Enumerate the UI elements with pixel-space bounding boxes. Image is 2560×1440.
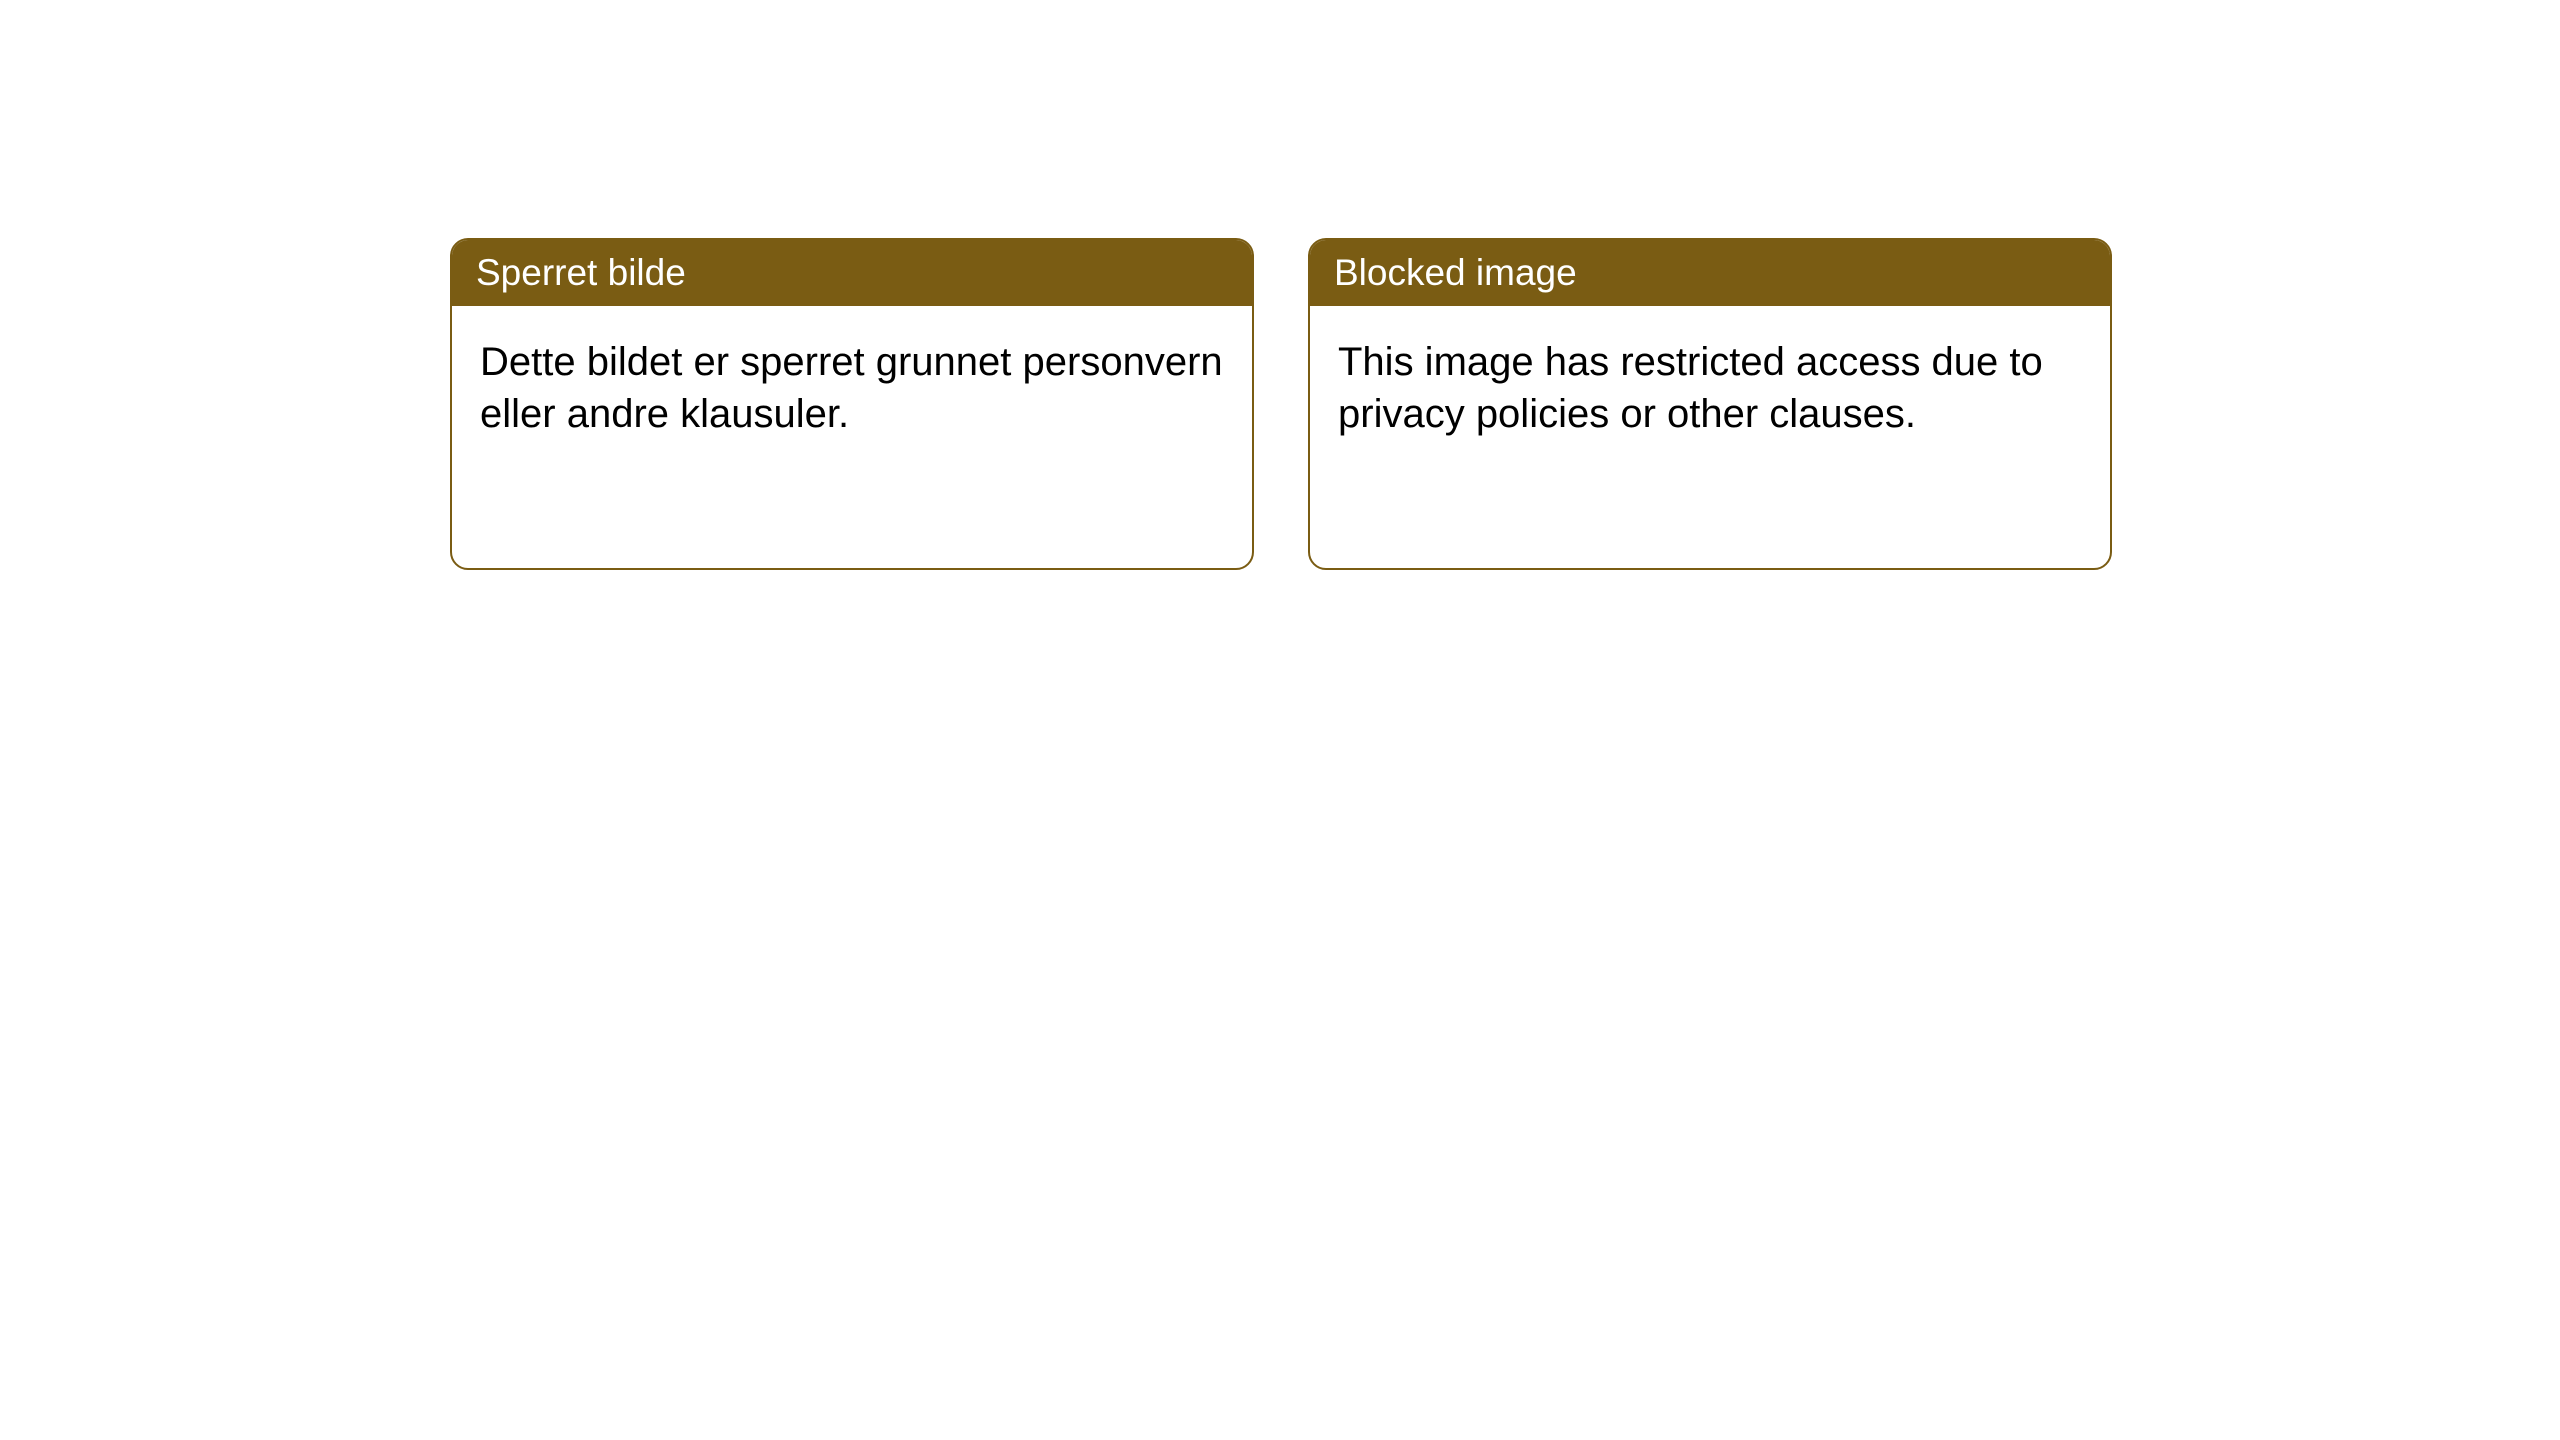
card-title-en: Blocked image — [1334, 252, 1577, 293]
blocked-image-card-en: Blocked image This image has restricted … — [1308, 238, 2112, 570]
card-title-no: Sperret bilde — [476, 252, 686, 293]
blocked-image-card-no: Sperret bilde Dette bildet er sperret gr… — [450, 238, 1254, 570]
card-message-no: Dette bildet er sperret grunnet personve… — [480, 340, 1223, 436]
card-header-no: Sperret bilde — [452, 240, 1252, 306]
cards-container: Sperret bilde Dette bildet er sperret gr… — [0, 0, 2560, 570]
card-message-en: This image has restricted access due to … — [1338, 340, 2043, 436]
card-header-en: Blocked image — [1310, 240, 2110, 306]
card-body-no: Dette bildet er sperret grunnet personve… — [452, 306, 1252, 470]
card-body-en: This image has restricted access due to … — [1310, 306, 2110, 470]
